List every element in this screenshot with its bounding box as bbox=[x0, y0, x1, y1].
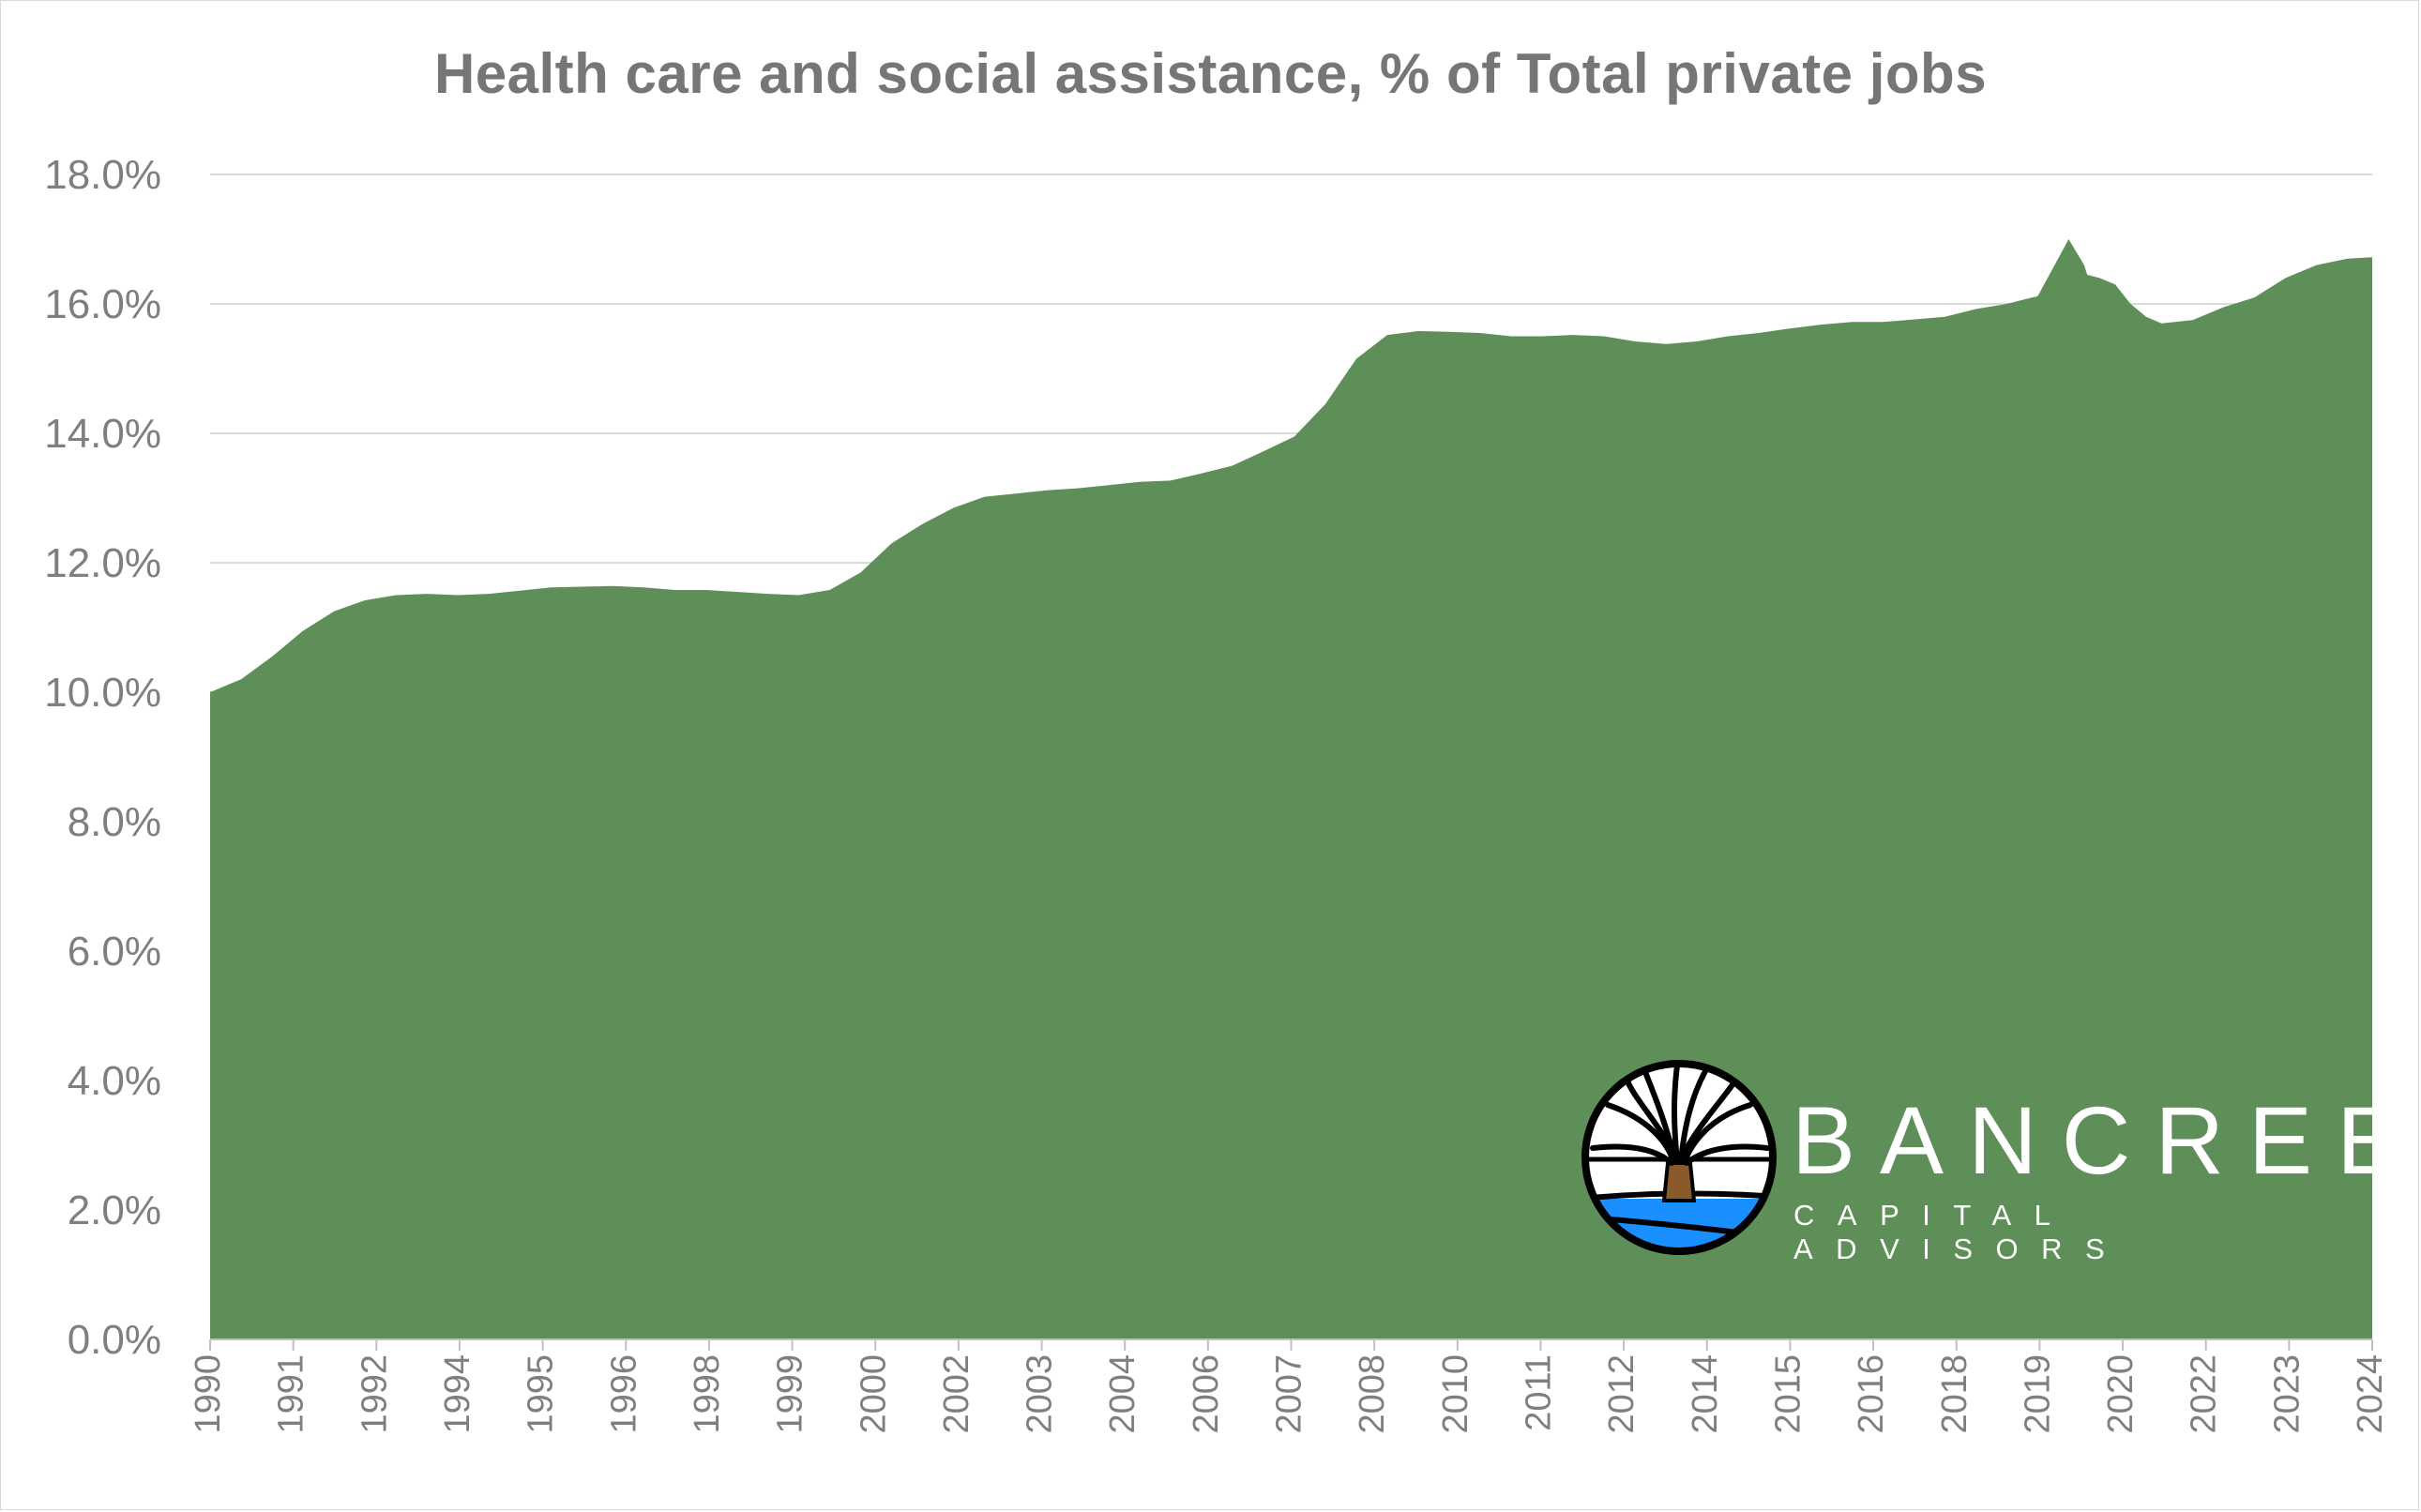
bancreek-logo-icon bbox=[1581, 1060, 1777, 1255]
x-tick-label: 2024 bbox=[2351, 1354, 2390, 1434]
y-tick-label: 14.0% bbox=[44, 411, 161, 457]
x-axis-labels: 1990 1991 1992 1994 1995 1996 1998 1999 2000 2002… bbox=[189, 1354, 2390, 1434]
x-tick-label: 2012 bbox=[1602, 1354, 1642, 1434]
area-series bbox=[210, 239, 2372, 1339]
x-tick-label: 2003 bbox=[1021, 1354, 1060, 1434]
chart-title: Health care and social assistance, % of … bbox=[433, 42, 1988, 105]
x-tick-label: 1992 bbox=[355, 1354, 394, 1434]
x-tick-label: 2004 bbox=[1103, 1354, 1142, 1434]
x-tick-label: 2008 bbox=[1353, 1354, 1392, 1434]
x-tick-label: 2020 bbox=[2101, 1354, 2141, 1434]
x-tick-label: 2018 bbox=[1935, 1354, 1975, 1434]
x-tick-label: 2014 bbox=[1686, 1354, 1725, 1434]
y-tick-label: 2.0% bbox=[68, 1187, 161, 1233]
y-tick-label: 12.0% bbox=[44, 540, 161, 586]
x-tick-label: 1996 bbox=[604, 1354, 643, 1434]
y-tick-label: 0.0% bbox=[68, 1317, 161, 1363]
y-tick-label: 18.0% bbox=[44, 152, 161, 198]
x-tick-label: 2000 bbox=[854, 1354, 893, 1434]
x-tick-label: 2011 bbox=[1519, 1354, 1558, 1431]
x-tick-label: 1998 bbox=[688, 1354, 727, 1434]
x-tick-label: 2015 bbox=[1768, 1354, 1808, 1434]
y-tick-label: 4.0% bbox=[68, 1058, 161, 1104]
y-tick-label: 8.0% bbox=[68, 799, 161, 845]
y-tick-label: 10.0% bbox=[44, 670, 161, 716]
x-tick-label: 1999 bbox=[771, 1354, 810, 1434]
x-tick-label: 2023 bbox=[2267, 1354, 2307, 1434]
x-axis-ticks bbox=[209, 1339, 2373, 1351]
x-tick-label: 1994 bbox=[438, 1354, 477, 1434]
brand-subtitle: CAPITAL ADVISORS bbox=[1793, 1199, 2128, 1265]
x-tick-label: 2016 bbox=[1852, 1354, 1891, 1434]
y-tick-label: 6.0% bbox=[68, 929, 161, 975]
x-tick-label: 2022 bbox=[2185, 1354, 2224, 1434]
x-tick-label: 1990 bbox=[189, 1354, 228, 1434]
brand-name: BANCREEK bbox=[1792, 1087, 2421, 1194]
x-tick-label: 1991 bbox=[272, 1354, 311, 1434]
x-tick-label: 1995 bbox=[522, 1354, 561, 1434]
x-tick-label: 2002 bbox=[937, 1354, 976, 1434]
x-tick-label: 2006 bbox=[1187, 1354, 1226, 1434]
x-tick-label: 2019 bbox=[2018, 1354, 2057, 1434]
y-axis-labels: 0.0% 2.0% 4.0% 6.0% 8.0% 10.0% 12.0% 14.0% 16.0%… bbox=[44, 152, 161, 1363]
x-tick-label: 2007 bbox=[1270, 1354, 1309, 1434]
y-tick-label: 16.0% bbox=[44, 281, 161, 327]
x-tick-label: 2010 bbox=[1436, 1354, 1475, 1434]
